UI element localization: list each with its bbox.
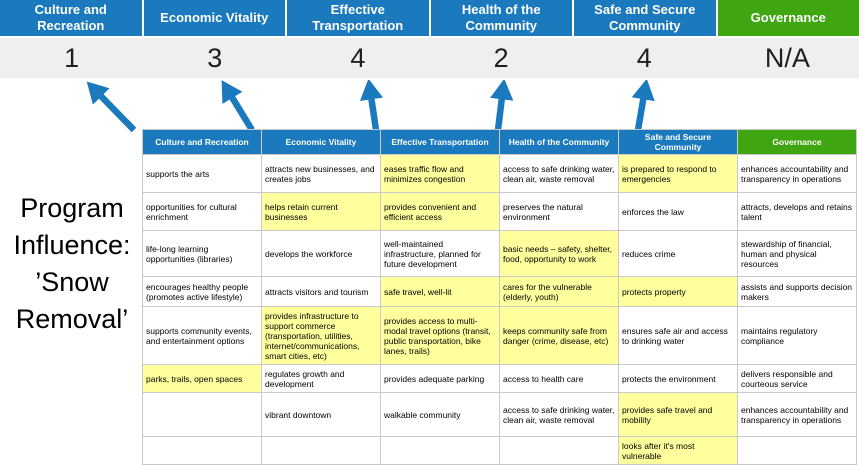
- matrix-row-4: supports community events, and entertain…: [142, 306, 857, 366]
- matrix-cell: develops the workforce: [261, 230, 381, 278]
- matrix-cell: [380, 436, 500, 465]
- matrix-column-header-2: Effective Transportation: [380, 128, 500, 156]
- matrix-cell: reduces crime: [618, 230, 738, 278]
- category-header-3: Health of the Community: [430, 0, 572, 36]
- matrix-row-7: looks after it's most vulnerable: [142, 436, 857, 465]
- matrix-row-0: supports the arts attracts new businesses…: [142, 154, 857, 194]
- matrix-cell: regulates growth and development: [261, 364, 381, 394]
- page-title-line: Removal’: [15, 304, 129, 334]
- matrix-cell: provides convenient and efficient access: [380, 192, 500, 232]
- page-title-line: Program: [20, 193, 124, 223]
- matrix-cell: enhances accountability and transparency…: [737, 154, 857, 194]
- matrix-cell: helps retain current businesses: [261, 192, 381, 232]
- category-header-4: Safe and Secure Community: [574, 0, 716, 36]
- matrix-cell: protects the environment: [618, 364, 738, 394]
- matrix-cell: supports the arts: [142, 154, 262, 194]
- matrix-cell: attracts, develops and retains talent: [737, 192, 857, 232]
- matrix-cell: delivers responsible and courteous servi…: [737, 364, 857, 394]
- up-arrow-icon: [86, 81, 137, 132]
- category-header-1: Economic Vitality: [143, 0, 285, 36]
- matrix-row-3: encourages healthy people (promotes acti…: [142, 276, 857, 308]
- matrix-cell: cares for the vulnerable (elderly, youth…: [499, 276, 619, 308]
- matrix-cell: looks after it's most vulnerable: [618, 436, 738, 465]
- page-title-line: ’Snow: [35, 267, 109, 297]
- matrix-cell: provides access to multi-modal travel op…: [380, 306, 500, 366]
- category-score-4: 4: [636, 42, 652, 73]
- matrix-cell: protects property: [618, 276, 738, 308]
- matrix-cell: provides adequate parking: [380, 364, 500, 394]
- matrix-cell: maintains regulatory compliance: [737, 306, 857, 366]
- matrix-cell: [261, 436, 381, 465]
- score-arrows: [86, 80, 655, 132]
- category-header-5: Governance: [717, 0, 859, 36]
- matrix-row-5: parks, trails, open spaces regulates grow…: [142, 364, 857, 394]
- matrix-column-header-0: Culture and Recreation: [142, 128, 262, 156]
- matrix-cell: [499, 436, 619, 465]
- category-score-5: N/A: [764, 42, 810, 73]
- matrix-cell: opportunities for cultural enrichment: [142, 192, 262, 232]
- matrix-cell: enforces the law: [618, 192, 738, 232]
- matrix-column-header-1: Economic Vitality: [261, 128, 381, 156]
- category-score-2: 4: [350, 42, 366, 73]
- matrix-cell: provides safe travel and mobility: [618, 392, 738, 438]
- page-title-line: Influence:: [13, 230, 131, 260]
- category-header-band: Culture and Recreation Economic Vitality E…: [0, 0, 859, 36]
- up-arrow-icon: [490, 80, 514, 131]
- matrix-cell: attracts new businesses, and creates job…: [261, 154, 381, 194]
- matrix-column-header-3: Health of the Community: [499, 128, 619, 156]
- category-score-3: 2: [493, 42, 509, 73]
- matrix-cell: safe travel, well-lit: [380, 276, 500, 308]
- matrix-cell: life-long learning opportunities (librar…: [142, 230, 262, 278]
- matrix-cell: basic needs – safety, shelter, food, opp…: [499, 230, 619, 278]
- matrix-cell: is prepared to respond to emergencies: [618, 154, 738, 194]
- matrix-cell: [737, 436, 857, 465]
- page-title: Program Influence: ’Snow Removal’: [0, 190, 144, 338]
- matrix-cell: stewardship of financial, human and phys…: [737, 230, 857, 278]
- up-arrow-icon: [221, 80, 255, 132]
- matrix-body: supports the arts attracts new businesses…: [142, 154, 857, 465]
- matrix-row-2: life-long learning opportunities (librar…: [142, 230, 857, 278]
- category-header-0: Culture and Recreation: [0, 0, 142, 36]
- matrix-cell: [142, 436, 262, 465]
- category-score-1: 3: [207, 42, 223, 73]
- matrix-cell: preserves the natural environment: [499, 192, 619, 232]
- matrix-cell: walkable community: [380, 392, 500, 438]
- category-header-2: Effective Transportation: [287, 0, 429, 36]
- matrix-row-1: opportunities for cultural enrichment hel…: [142, 192, 857, 232]
- matrix-cell: access to safe drinking water, clean air…: [499, 154, 619, 194]
- score-band: 1 3 4 2 4 N/A: [0, 38, 859, 78]
- matrix-cell: keeps community safe from danger (crime,…: [499, 306, 619, 366]
- matrix-cell: assists and supports decision makers: [737, 276, 857, 308]
- matrix-cell: well-maintained infrastructure, planned …: [380, 230, 500, 278]
- category-score-0: 1: [64, 42, 80, 73]
- matrix-cell: parks, trails, open spaces: [142, 364, 262, 394]
- matrix-cell: [142, 392, 262, 438]
- matrix-cell: attracts visitors and tourism: [261, 276, 381, 308]
- up-arrow-icon: [631, 80, 655, 131]
- matrix-column-header-4: Safe and Secure Community: [618, 128, 738, 156]
- matrix-column-header-5: Governance: [737, 128, 857, 156]
- up-arrow-icon: [359, 80, 384, 131]
- matrix-cell: eases traffic flow and minimizes congest…: [380, 154, 500, 194]
- matrix-cell: access to health care: [499, 364, 619, 394]
- matrix-cell: vibrant downtown: [261, 392, 381, 438]
- matrix-cell: encourages healthy people (promotes acti…: [142, 276, 262, 308]
- matrix-cell: access to safe drinking water, clean air…: [499, 392, 619, 438]
- matrix-cell: supports community events, and entertain…: [142, 306, 262, 366]
- matrix-row-6: vibrant downtown walkable community access…: [142, 392, 857, 438]
- program-influence-matrix: Culture and Recreation Economic Vitality E…: [142, 128, 857, 465]
- matrix-header-row: Culture and Recreation Economic Vitality E…: [142, 128, 857, 156]
- matrix-cell: ensures safe air and access to drinking …: [618, 306, 738, 366]
- matrix-cell: provides infrastructure to support comme…: [261, 306, 381, 366]
- matrix-cell: enhances accountability and transparency…: [737, 392, 857, 438]
